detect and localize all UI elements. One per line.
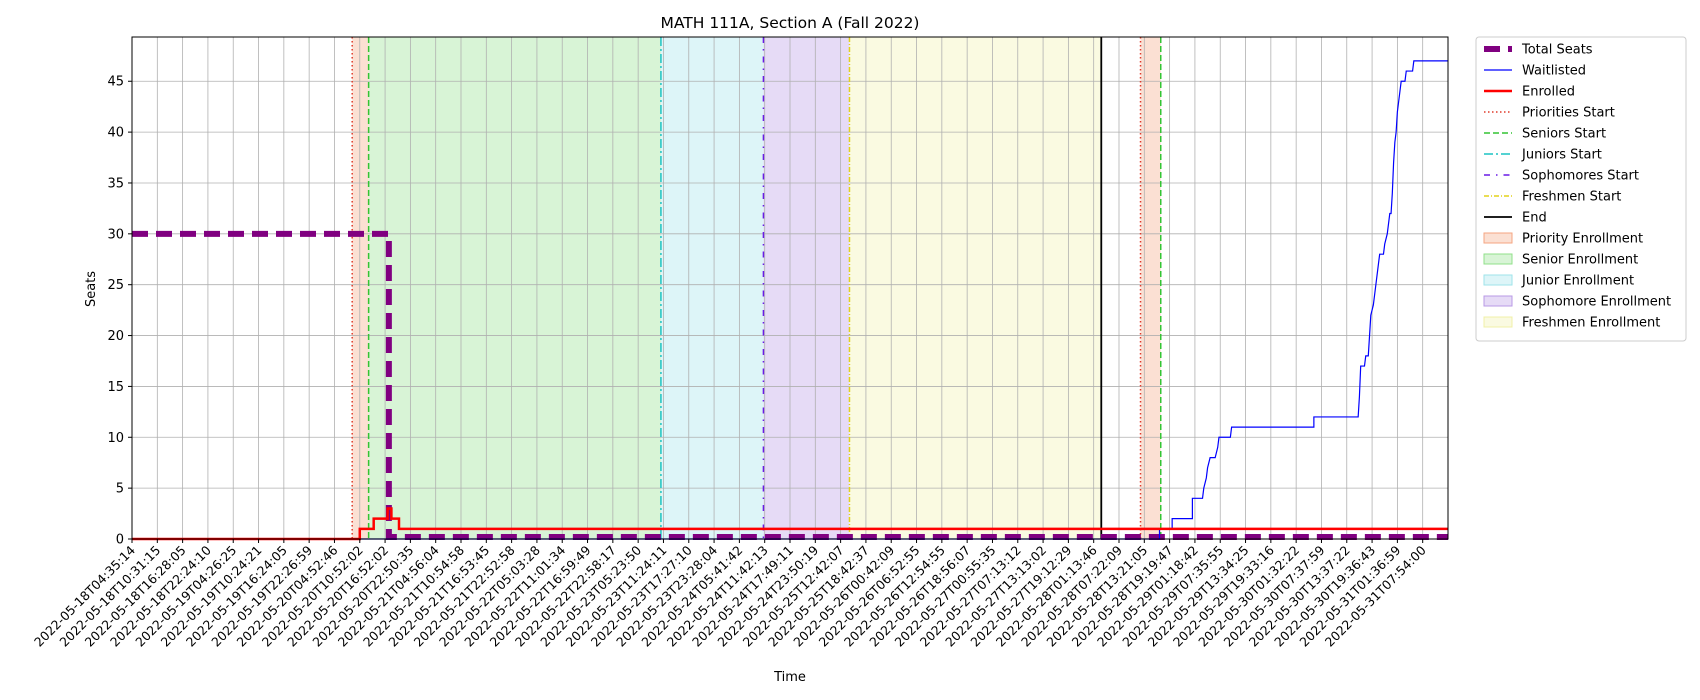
legend-label-end: End xyxy=(1522,211,1547,226)
band-priority-enrollment-0 xyxy=(352,37,369,539)
legend-label-freshmen-start: Freshmen Start xyxy=(1522,190,1621,205)
legend-label-priority-enrollment: Priority Enrollment xyxy=(1522,232,1643,247)
legend-label-senior-enrollment: Senior Enrollment xyxy=(1522,253,1638,268)
legend-label-junior-enrollment: Junior Enrollment xyxy=(1521,274,1634,289)
y-axis-label: Seats xyxy=(84,271,99,307)
series-total-seats xyxy=(132,230,1448,540)
legend: Total Seats Waitlisted Enrolled Priorities … xyxy=(1475,36,1687,342)
legend-label-waitlisted: Waitlisted xyxy=(1522,64,1586,79)
y-tick-label-6: 30 xyxy=(107,227,124,242)
legend-label-freshmen-enrollment: Freshmen Enrollment xyxy=(1522,316,1660,331)
x-axis-label: Time xyxy=(773,670,806,685)
legend-swatch-priority-enrollment xyxy=(1483,232,1513,244)
legend-swatch-junior-enrollment xyxy=(1483,274,1513,286)
legend-frame xyxy=(1475,36,1687,342)
band-senior-enrollment-1 xyxy=(368,37,661,539)
y-tick-label-1: 5 xyxy=(116,482,124,497)
legend-label-juniors-start: Juniors Start xyxy=(1521,148,1602,163)
data-series xyxy=(132,60,1448,541)
y-tick-label-7: 35 xyxy=(107,176,124,191)
legend-swatch-sophomore-enrollment xyxy=(1483,295,1513,307)
y-tick-label-4: 20 xyxy=(107,329,124,344)
y-tick-label-8: 40 xyxy=(107,126,124,141)
legend-label-enrolled: Enrolled xyxy=(1522,85,1575,100)
legend-label-priorities-start: Priorities Start xyxy=(1522,106,1615,121)
series-waitlisted xyxy=(132,60,1448,540)
y-tick-label-3: 15 xyxy=(107,380,124,395)
band-sophomore-enrollment-3 xyxy=(763,37,850,539)
legend-swatch-senior-enrollment xyxy=(1483,253,1513,265)
y-axis-ticks: 0 5 10 15 20 25 30 35 40 45 xyxy=(107,75,132,548)
y-tick-label-9: 45 xyxy=(107,75,124,90)
band-priority-enrollment-5 xyxy=(1140,37,1161,539)
y-tick-label-5: 25 xyxy=(107,278,124,293)
legend-label-sophomore-enrollment: Sophomore Enrollment xyxy=(1522,295,1671,310)
enrollment-phase-bands xyxy=(352,37,1161,539)
band-junior-enrollment-2 xyxy=(660,37,764,539)
y-tick-label-0: 0 xyxy=(116,533,124,548)
series-enrolled xyxy=(132,507,1448,541)
band-freshmen-enrollment-4 xyxy=(849,37,1102,539)
chart-title: MATH 111A, Section A (Fall 2022) xyxy=(661,14,920,32)
y-tick-label-2: 10 xyxy=(107,431,124,446)
legend-label-sophomores-start: Sophomores Start xyxy=(1522,169,1639,184)
phase-start-lines xyxy=(351,37,1162,539)
grid-lines xyxy=(131,37,1448,540)
legend-label-total-seats: Total Seats xyxy=(1521,43,1593,58)
legend-swatch-freshmen-enrollment xyxy=(1483,316,1513,328)
legend-label-seniors-start: Seniors Start xyxy=(1522,127,1606,142)
x-axis-ticks: 2022-05-18T04:35:142022-05-18T10:31:1520… xyxy=(31,539,1429,650)
